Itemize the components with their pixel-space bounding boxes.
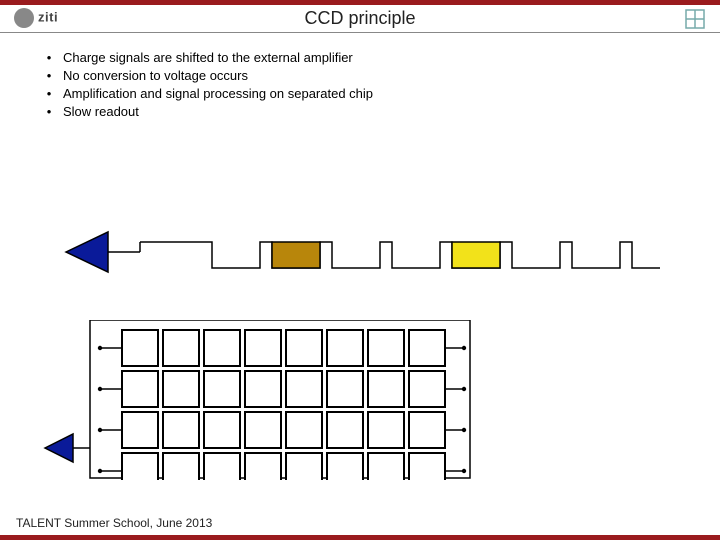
list-item: •Charge signals are shifted to the exter… <box>35 50 373 65</box>
header-bar <box>0 0 720 5</box>
footer-text: TALENT Summer School, June 2013 <box>16 516 212 530</box>
lower-diagram <box>40 320 480 480</box>
logo-right-icon <box>684 8 706 30</box>
page-title: CCD principle <box>0 8 720 29</box>
list-item: •No conversion to voltage occurs <box>35 68 373 83</box>
bullet-list: •Charge signals are shifted to the exter… <box>35 50 373 122</box>
upper-diagram <box>50 212 660 292</box>
list-item: •Amplification and signal processing on … <box>35 86 373 101</box>
header-line <box>0 32 720 33</box>
list-item: •Slow readout <box>35 104 373 119</box>
footer-bar <box>0 535 720 540</box>
